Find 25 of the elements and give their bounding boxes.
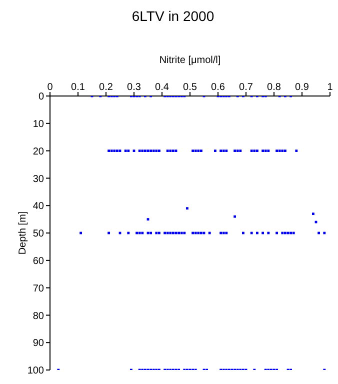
x-tick-label: 0.1	[71, 82, 86, 93]
chart-title: 6LTV in 2000	[130, 8, 216, 26]
y-tick-label: 80	[32, 310, 44, 322]
x-axis-title: Nitrite [μmol/l]	[159, 55, 221, 66]
x-tick-label: 0	[47, 82, 54, 93]
x-tick-label: 0.2	[99, 82, 114, 93]
y-tick-label: 60	[32, 256, 44, 267]
y-tick-label: 100	[27, 366, 44, 377]
x-tick-label: 1	[327, 82, 334, 93]
x-tick-label: 0.7	[239, 82, 254, 93]
x-tick-label: 0.5	[183, 82, 198, 93]
x-tick-label: 0.9	[295, 82, 310, 93]
x-tick-label: 0.8	[267, 82, 282, 93]
y-tick-label: 40	[32, 201, 44, 212]
y-tick-label: 30	[32, 174, 44, 185]
y-tick-label: 50	[32, 228, 44, 240]
y-tick-label: 90	[32, 338, 44, 350]
y-tick-label: 0	[38, 92, 44, 103]
x-tick-label: 0.4	[155, 82, 170, 93]
x-tick-label: 0.3	[127, 82, 142, 93]
y-tick-label: 10	[32, 118, 44, 130]
y-tick-label: 70	[32, 283, 44, 294]
x-tick-label: 0.6	[211, 82, 226, 93]
y-axis-title: Depth [m]	[18, 211, 29, 255]
y-tick-label: 20	[32, 146, 44, 158]
